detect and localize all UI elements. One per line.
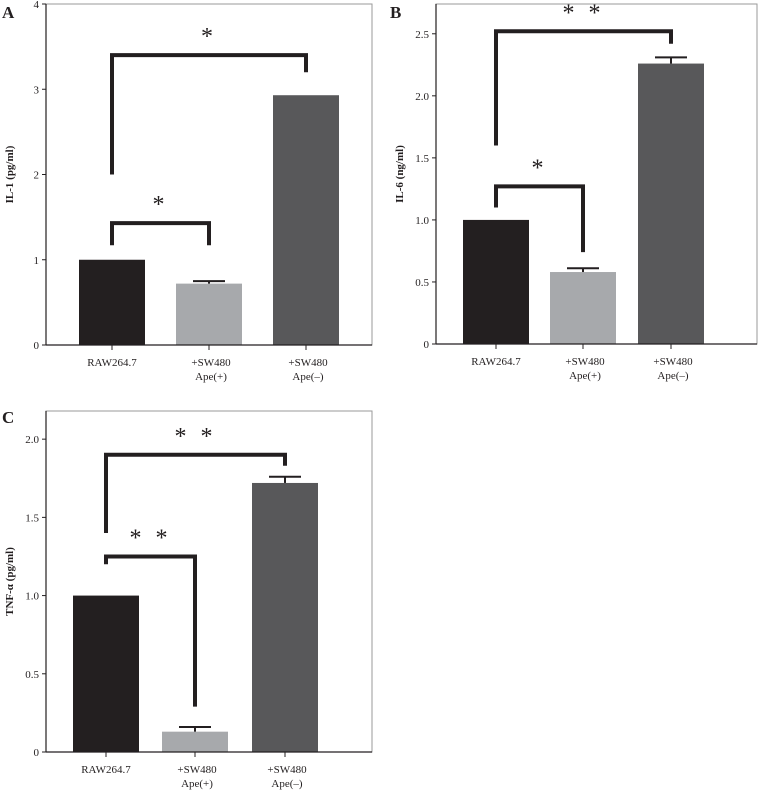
significance-label: * * [130,525,172,551]
significance-label: * * [563,0,605,26]
x-tick-label: Ape(+) [569,370,601,382]
bar [73,595,139,752]
significance-label: * [532,155,548,181]
panel-b: B 0 0.5 1.0 1.5 2.0 2.5 IL-6 (ng/ml) RAW264.7 +SW… [390,0,758,382]
y-tick-label: 3 [34,84,40,96]
y-tick-label: 1.0 [415,215,429,227]
y-tick-label: 0 [34,340,40,352]
x-tick-label: +SW480 [288,357,328,369]
bar [550,272,616,344]
x-tick-label: Ape(–) [292,371,323,383]
y-tick-label: 4 [34,0,40,11]
x-tick-label: Ape(–) [271,778,302,790]
bar [162,731,228,752]
y-axis-label: IL-1 (pg/ml) [4,145,16,203]
bar [79,259,145,345]
panel-c: C 0 0.5 1.0 1.5 2.0 TNF-α (pg/ml) RAW264.7 +SW48… [2,408,373,790]
y-tick-label: 2.0 [25,434,39,446]
panel-label: B [390,3,401,22]
significance-bracket [110,53,308,175]
y-tick-label: 2.5 [415,29,429,41]
panel-a: A 0 1 2 3 4 IL-1 (pg/ml) RAW264.7 +SW480 Ape(+) +S… [2,0,373,383]
y-tick-label: 1.0 [25,591,39,603]
x-tick-label: RAW264.7 [81,764,131,776]
y-tick-label: 1 [34,255,40,267]
y-axis-label: IL-6 (ng/ml) [394,145,406,203]
bar [463,219,529,344]
y-tick-label: 1.5 [415,153,429,165]
x-tick-label: +SW480 [565,356,605,368]
significance-bracket [104,452,287,534]
significance-bracket [494,184,585,253]
x-tick-label: Ape(+) [195,371,227,383]
significance-bracket [104,554,197,707]
x-tick-label: RAW264.7 [87,357,137,369]
x-tick-label: +SW480 [653,356,693,368]
y-tick-label: 0.5 [25,669,39,681]
significance-label: * [153,192,169,218]
bar [273,95,339,345]
significance-bracket [110,221,211,246]
x-tick-label: +SW480 [191,357,231,369]
y-tick-label: 0 [424,339,430,351]
x-tick-label: +SW480 [267,764,307,776]
x-tick-label: Ape(–) [657,370,688,382]
y-tick-label: 2.0 [415,91,429,103]
x-tick-label: RAW264.7 [471,356,521,368]
significance-bracket [494,29,673,146]
panel-label: C [2,408,14,427]
panel-label: A [2,3,15,22]
bar [638,63,704,344]
y-tick-label: 1.5 [25,512,39,524]
bar [176,283,242,345]
y-tick-label: 0 [34,747,40,759]
y-axis-label: TNF-α (pg/ml) [4,547,16,616]
significance-label: * * [175,424,217,450]
y-tick-label: 0.5 [415,277,429,289]
x-tick-label: +SW480 [177,764,217,776]
significance-label: * [201,24,217,50]
bar [252,482,318,752]
y-tick-label: 2 [34,170,40,182]
x-tick-label: Ape(+) [181,778,213,790]
